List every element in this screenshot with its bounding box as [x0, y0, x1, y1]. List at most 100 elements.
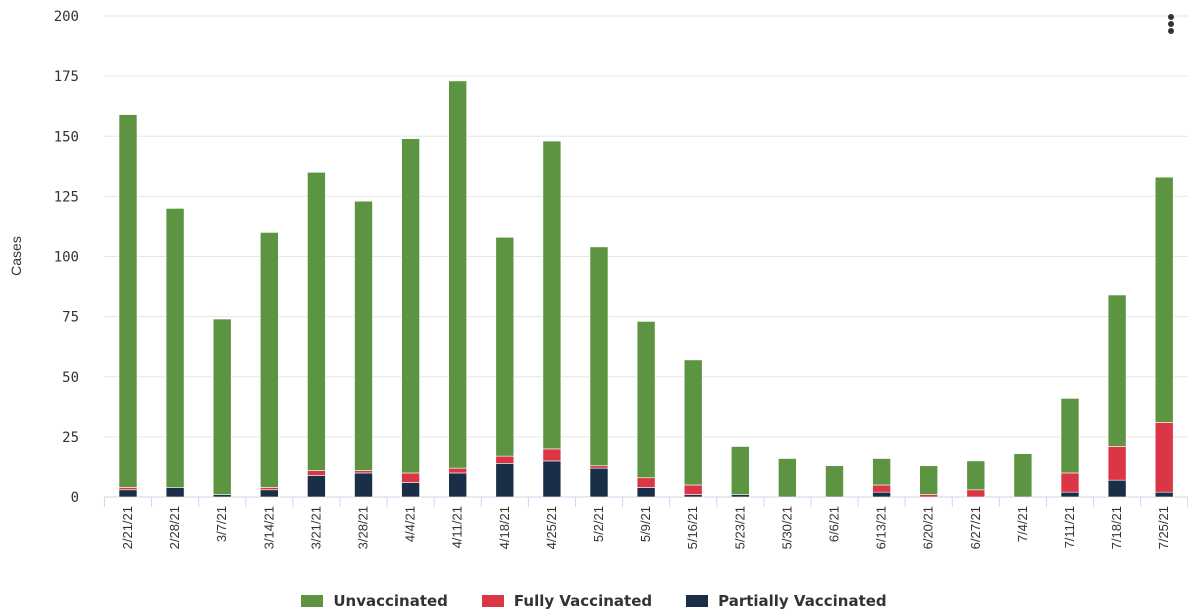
bar-unvaccinated[interactable] [307, 172, 326, 471]
x-tick-label: 6/27/21 [968, 506, 983, 549]
grid [104, 15, 1188, 498]
bar-unvaccinated[interactable] [1060, 398, 1080, 474]
legend-item-fully-vaccinated[interactable]: Fully Vaccinated [481, 592, 653, 610]
bar-partially-vaccinated[interactable] [401, 482, 420, 498]
x-tick-label: 6/13/21 [874, 506, 889, 549]
bar-fully-vaccinated[interactable] [589, 465, 609, 469]
x-tick-label: 6/6/21 [827, 506, 842, 542]
x-tick-label: 3/7/21 [214, 506, 229, 542]
y-axis: 0 25 50 75 100 125 150 175 200 [54, 9, 79, 506]
bar-fully-vaccinated[interactable] [354, 470, 373, 474]
bar-partially-vaccinated[interactable] [1060, 491, 1080, 498]
x-tick-label: 4/11/21 [450, 506, 465, 548]
y-tick-label: 0 [71, 490, 79, 506]
bar-unvaccinated[interactable] [354, 200, 373, 471]
x-tick-label: 2/28/21 [167, 506, 182, 549]
bar-unvaccinated[interactable] [542, 140, 562, 450]
x-tick-label: 7/25/21 [1156, 506, 1171, 549]
x-tick-label: 7/4/21 [1015, 506, 1030, 542]
bar-partially-vaccinated[interactable] [730, 494, 750, 498]
chart: 0 25 50 75 100 125 150 175 200 Cases 2/21/21 2/28… [8, 9, 1188, 549]
x-tick-label: 2/21/21 [120, 506, 135, 549]
bar-partially-vaccinated[interactable] [165, 487, 185, 498]
bar-unvaccinated[interactable] [448, 80, 468, 469]
legend: Unvaccinated Fully Vaccinated Partially Va… [0, 590, 1188, 612]
x-tick-label: 5/16/21 [685, 506, 700, 549]
context-menu-icon[interactable] [1168, 14, 1174, 34]
bar-fully-vaccinated[interactable] [1060, 472, 1080, 493]
bar-unvaccinated[interactable] [778, 458, 797, 498]
bar-unvaccinated[interactable] [966, 460, 986, 491]
bar-partially-vaccinated[interactable] [1107, 479, 1127, 498]
x-tick-label: 4/25/21 [544, 506, 559, 549]
bar-partially-vaccinated[interactable] [307, 475, 326, 498]
bar-fully-vaccinated[interactable] [495, 455, 515, 464]
bar-partially-vaccinated[interactable] [872, 491, 891, 498]
bars [118, 80, 1174, 498]
y-tick-label: 75 [62, 310, 79, 326]
y-tick-label: 50 [62, 370, 79, 386]
x-tick-label: 7/11/21 [1062, 506, 1077, 548]
bar-unvaccinated[interactable] [1013, 453, 1033, 498]
y-tick-label: 125 [54, 189, 79, 205]
legend-swatch [301, 595, 324, 607]
bar-fully-vaccinated[interactable] [118, 487, 138, 491]
bar-unvaccinated[interactable] [730, 446, 750, 495]
bar-unvaccinated[interactable] [825, 465, 844, 498]
bar-partially-vaccinated[interactable] [448, 472, 468, 498]
x-tick-label: 3/21/21 [308, 506, 323, 549]
legend-label: Fully Vaccinated [513, 592, 653, 610]
bar-unvaccinated[interactable] [636, 321, 656, 479]
bar-fully-vaccinated[interactable] [683, 484, 703, 495]
y-axis-label: Cases [8, 236, 24, 276]
bar-partially-vaccinated[interactable] [259, 489, 279, 498]
x-tick-label: 5/9/21 [638, 506, 653, 542]
legend-item-partially-vaccinated[interactable]: Partially Vaccinated [686, 592, 887, 610]
bar-unvaccinated[interactable] [1107, 294, 1127, 447]
x-tick-label: 5/30/21 [779, 506, 794, 549]
bar-partially-vaccinated[interactable] [118, 489, 138, 498]
bar-fully-vaccinated[interactable] [1107, 446, 1127, 481]
bar-unvaccinated[interactable] [589, 246, 609, 467]
bar-fully-vaccinated[interactable] [966, 489, 986, 498]
bar-unvaccinated[interactable] [118, 114, 138, 488]
bar-partially-vaccinated[interactable] [1154, 491, 1174, 498]
bar-partially-vaccinated[interactable] [542, 460, 562, 498]
bar-unvaccinated[interactable] [1154, 176, 1174, 423]
bar-unvaccinated[interactable] [683, 359, 703, 486]
legend-swatch [686, 595, 709, 607]
x-tick-label: 5/2/21 [591, 506, 606, 542]
bar-partially-vaccinated[interactable] [212, 494, 232, 498]
bar-partially-vaccinated[interactable] [683, 494, 703, 498]
bar-unvaccinated[interactable] [872, 458, 891, 486]
legend-swatch [481, 595, 504, 607]
legend-item-unvaccinated[interactable]: Unvaccinated [301, 592, 448, 610]
bar-partially-vaccinated[interactable] [589, 467, 609, 498]
bar-unvaccinated[interactable] [919, 465, 939, 495]
bar-unvaccinated[interactable] [259, 232, 279, 488]
bar-fully-vaccinated[interactable] [1154, 422, 1174, 493]
bar-fully-vaccinated[interactable] [448, 467, 468, 474]
x-tick-label: 4/18/21 [497, 506, 512, 549]
x-axis: 2/21/21 2/28/21 3/7/21 3/14/21 3/21/21 3/28/2… [103, 497, 1188, 549]
bar-fully-vaccinated[interactable] [542, 448, 562, 462]
bar-fully-vaccinated[interactable] [636, 477, 656, 488]
legend-label: Partially Vaccinated [718, 592, 887, 610]
bar-unvaccinated[interactable] [495, 236, 515, 457]
bar-unvaccinated[interactable] [212, 318, 232, 495]
y-tick-label: 150 [54, 129, 79, 145]
bar-partially-vaccinated[interactable] [495, 463, 515, 498]
bar-fully-vaccinated[interactable] [872, 484, 891, 493]
x-tick-label: 6/20/21 [921, 506, 936, 549]
bar-fully-vaccinated[interactable] [259, 487, 279, 491]
bar-partially-vaccinated[interactable] [636, 487, 656, 498]
y-tick-label: 175 [54, 69, 79, 85]
bar-fully-vaccinated[interactable] [307, 470, 326, 476]
bar-fully-vaccinated[interactable] [401, 472, 420, 483]
x-tick-label: 5/23/21 [732, 506, 747, 549]
bar-fully-vaccinated[interactable] [919, 494, 939, 498]
x-tick-label: 7/18/21 [1109, 506, 1124, 549]
bar-unvaccinated[interactable] [165, 208, 185, 488]
bar-unvaccinated[interactable] [401, 138, 420, 474]
bar-partially-vaccinated[interactable] [354, 472, 373, 498]
